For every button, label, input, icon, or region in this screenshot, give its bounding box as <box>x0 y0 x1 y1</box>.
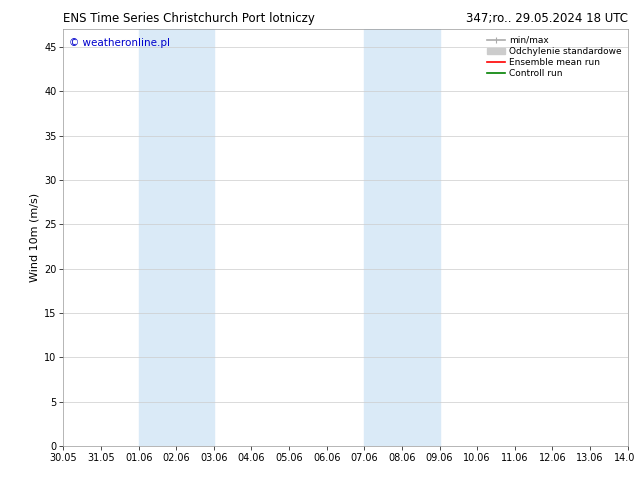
Bar <box>365 29 439 446</box>
Legend: min/max, Odchylenie standardowe, Ensemble mean run, Controll run: min/max, Odchylenie standardowe, Ensembl… <box>485 34 623 80</box>
Text: © weatheronline.pl: © weatheronline.pl <box>69 38 170 48</box>
Y-axis label: Wind 10m (m/s): Wind 10m (m/s) <box>30 193 40 282</box>
Text: ENS Time Series Christchurch Port lotniczy: ENS Time Series Christchurch Port lotnic… <box>63 12 315 25</box>
Text: 347;ro.. 29.05.2024 18 UTC: 347;ro.. 29.05.2024 18 UTC <box>465 12 628 25</box>
Bar <box>139 29 214 446</box>
